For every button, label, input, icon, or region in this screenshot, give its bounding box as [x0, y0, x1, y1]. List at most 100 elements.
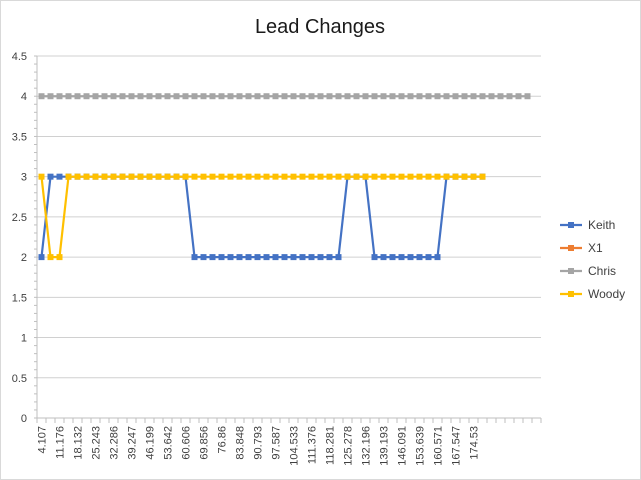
point-chris [497, 93, 504, 100]
point-woody [236, 173, 243, 180]
point-chris [434, 93, 441, 100]
point-chris [56, 93, 63, 100]
point-woody [290, 173, 297, 180]
point-woody [470, 173, 477, 180]
x-tick-labels: 4.107 11.176 18.132 25.243 32.286 39.247 46.19… [37, 426, 481, 466]
point-chris [200, 93, 207, 100]
point-chris [83, 93, 90, 100]
x-tick-label: 39.247 [127, 426, 139, 460]
point-keith [434, 254, 441, 261]
point-chris [335, 93, 342, 100]
point-woody [281, 173, 288, 180]
point-chris [227, 93, 234, 100]
point-chris [263, 93, 270, 100]
point-woody [371, 173, 378, 180]
series-group [38, 93, 531, 261]
point-woody [110, 173, 117, 180]
point-chris [470, 93, 477, 100]
x-tick-label: 83.848 [235, 426, 247, 460]
point-keith [200, 254, 207, 261]
legend-label-woody: Woody [588, 287, 625, 301]
y-tick-label: 4.5 [12, 51, 27, 63]
x-tick-label: 4.107 [37, 426, 49, 454]
point-keith [272, 254, 279, 261]
point-keith [389, 254, 396, 261]
point-chris [452, 93, 459, 100]
point-woody [380, 173, 387, 180]
axes [34, 55, 542, 423]
x-tick-label: 139.193 [379, 426, 391, 466]
point-keith [56, 173, 63, 180]
point-woody [137, 173, 144, 180]
x-tick-label: 25.243 [91, 426, 103, 460]
point-chris [299, 93, 306, 100]
legend-marker-keith [568, 222, 574, 228]
point-woody [416, 173, 423, 180]
point-keith [425, 254, 432, 261]
point-keith [191, 254, 198, 261]
y-tick-label: 1.5 [12, 292, 27, 304]
point-woody [398, 173, 405, 180]
point-woody [191, 173, 198, 180]
point-chris [101, 93, 108, 100]
point-chris [380, 93, 387, 100]
point-chris [146, 93, 153, 100]
point-chris [326, 93, 333, 100]
point-keith [38, 254, 45, 261]
point-keith [245, 254, 252, 261]
point-chris [119, 93, 126, 100]
x-tick-label: 97.587 [271, 426, 283, 460]
point-chris [416, 93, 423, 100]
point-chris [515, 93, 522, 100]
x-tick-label: 167.547 [451, 426, 463, 466]
point-woody [101, 173, 108, 180]
point-woody [83, 173, 90, 180]
point-chris [398, 93, 405, 100]
point-woody [47, 254, 54, 261]
point-chris [92, 93, 99, 100]
x-tick-label: 132.196 [361, 426, 373, 466]
legend-label-chris: Chris [588, 264, 616, 278]
point-keith [326, 254, 333, 261]
point-woody [344, 173, 351, 180]
point-chris [425, 93, 432, 100]
point-woody [362, 173, 369, 180]
point-woody [272, 173, 279, 180]
x-tick-label: 160.571 [433, 426, 445, 466]
x-tick-label: 46.199 [145, 426, 157, 460]
y-tick-label: 3.5 [12, 131, 27, 143]
legend: Keith X1 Chris Woody [560, 218, 625, 301]
point-chris [164, 93, 171, 100]
point-chris [209, 93, 216, 100]
point-keith [398, 254, 405, 261]
point-chris [128, 93, 135, 100]
x-tick-label: 111.376 [307, 426, 319, 464]
point-keith [380, 254, 387, 261]
point-woody [227, 173, 234, 180]
point-keith [335, 254, 342, 261]
point-keith [263, 254, 270, 261]
point-woody [389, 173, 396, 180]
y-tick-label: 2.5 [12, 212, 27, 224]
y-tick-label: 4 [21, 91, 27, 103]
point-keith [371, 254, 378, 261]
point-woody [479, 173, 486, 180]
point-chris [65, 93, 72, 100]
point-woody [263, 173, 270, 180]
point-woody [182, 173, 189, 180]
point-chris [479, 93, 486, 100]
legend-marker-x1 [568, 245, 574, 251]
point-woody [65, 173, 72, 180]
point-woody [254, 173, 261, 180]
point-chris [272, 93, 279, 100]
point-woody [173, 173, 180, 180]
y-tick-label: 2 [21, 252, 27, 264]
point-chris [344, 93, 351, 100]
point-woody [200, 173, 207, 180]
x-tick-label: 104.533 [289, 426, 301, 466]
x-tick-label: 153.639 [415, 426, 427, 466]
y-tick-label: 3 [21, 172, 27, 184]
x-tick-label: 18.132 [73, 426, 85, 460]
point-chris [110, 93, 117, 100]
